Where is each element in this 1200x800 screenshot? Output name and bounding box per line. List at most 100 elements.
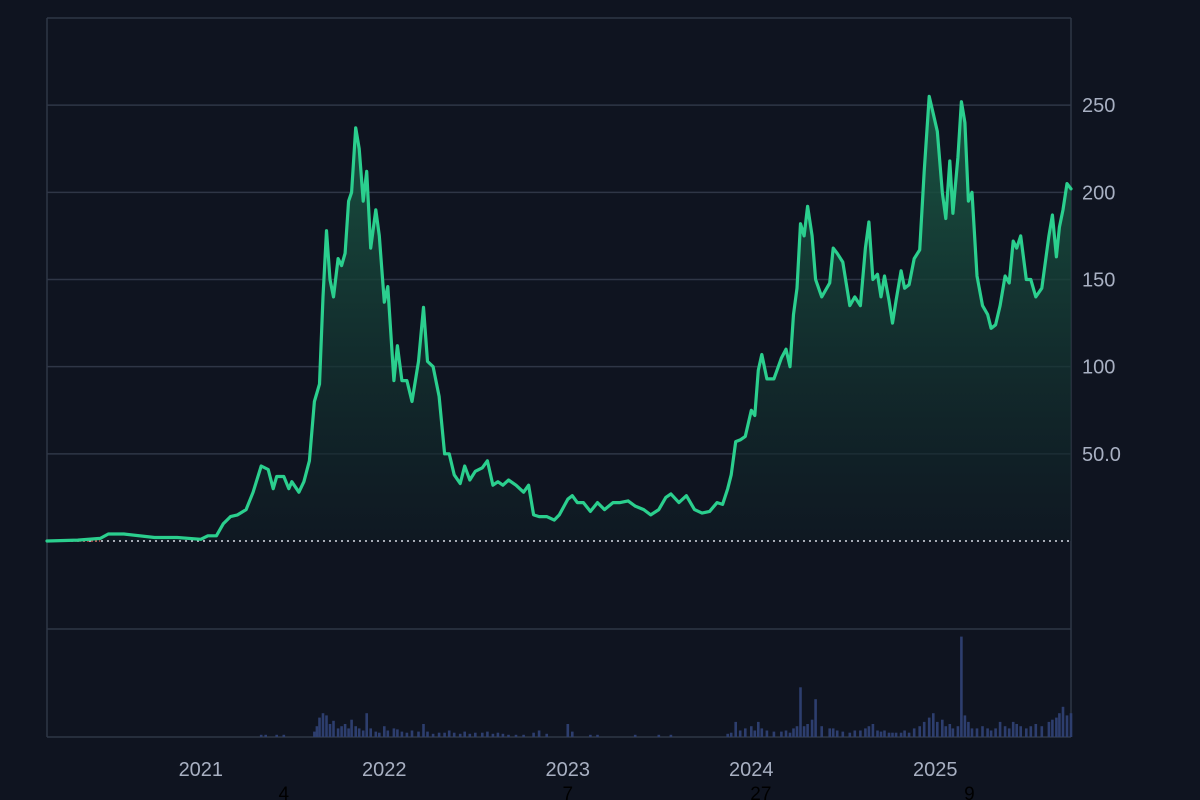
volume-bar [1065,715,1069,737]
volume-bar [357,728,361,737]
volume-bar [313,731,316,737]
volume-bar [799,687,802,737]
volume-bar [496,732,500,737]
volume-bar [443,732,446,737]
volume-bar [1069,713,1073,737]
volume-bar [795,726,799,737]
volume-bar [989,730,993,737]
volume-bar [458,733,462,737]
volume-bar [912,728,916,737]
volume-bar [392,728,396,737]
volume-bar [1061,706,1065,737]
volume-bar [275,734,278,737]
volume-bar [1034,724,1038,737]
volume-bar [410,730,414,737]
volume-bar [486,731,489,737]
volume-bar [354,726,357,737]
volume-bar [537,730,541,737]
volume-bar [501,733,505,737]
volume-bar [772,731,776,737]
volume-bar [325,715,328,737]
volume-bar [405,732,409,737]
volume-bar [738,730,742,737]
volume-bar [835,730,839,737]
volume-bar [903,730,906,737]
volume-bar [760,728,764,737]
volume-bar [780,731,783,737]
volume-bar [347,728,350,737]
volume-bar [932,713,935,737]
volume-bar [374,731,378,737]
volume-bar [899,732,903,737]
volume-bar [1019,726,1022,737]
y-tick-label: 50.0 [1082,444,1121,466]
volume-bar [350,719,353,737]
volume-bar [400,731,404,737]
volume-bar [941,719,944,737]
volume-bar [784,730,788,737]
volume-bar [315,726,319,737]
volume-bar [1051,719,1054,737]
volume-bar [545,733,548,737]
volume-bar [750,726,753,737]
volume-bar [831,728,835,737]
y-tick-label: 100 [1082,357,1115,379]
volume-bar [975,728,979,737]
volume-bar [571,731,574,737]
volume-bar [507,734,510,737]
volume-bar [820,726,823,737]
volume-bar [765,730,769,737]
series-line [45,94,1073,543]
x-tick-label: 2025 [913,759,958,781]
volume-bar [1003,726,1007,737]
volume-bar [907,732,911,737]
volume-bar [981,726,984,737]
volume-bar [753,730,757,737]
volume-bar [876,730,879,737]
volume-bar [841,731,845,737]
volume-bar [361,730,365,737]
volume-bar [986,728,989,737]
volume-bar [757,721,760,737]
volume-bar [259,734,263,737]
volume-bar [951,728,955,737]
volume-bar [792,728,795,737]
volume-bar [918,726,921,737]
volume-bar [887,732,891,737]
volume-bar [814,699,817,737]
volume-bar [867,726,871,737]
volume-bar [468,733,472,737]
volume-bar [422,724,425,737]
volume-bar [970,728,974,737]
volume-bar [657,734,661,737]
volume-bar [948,724,952,737]
volume-marker-label: 4 [278,784,289,800]
volume-bar [1025,728,1028,737]
volume-bar [806,724,809,737]
volume-bar [481,732,484,737]
volume-bar [514,734,518,737]
volume-bar [532,732,535,737]
volume-bar [282,734,286,737]
volume-bar [340,726,343,737]
volume-bar [729,732,733,737]
volume-bar [864,728,867,737]
volume-bar [998,721,1002,737]
volume-bar [332,720,335,737]
volume-bar [1055,717,1058,737]
volume-bar [994,728,997,737]
x-tick-label: 2024 [729,759,774,781]
volume-bar [871,724,875,737]
volume-bar [336,728,340,737]
volume-bar [1007,728,1011,737]
volume-bar [956,726,960,737]
volume-bar [264,734,267,737]
volume-bar [321,713,325,737]
volume-bar [431,733,435,737]
volume-bar [726,733,729,737]
volume-bar [848,732,852,737]
volume-bar [788,732,792,737]
volume-bar [879,731,883,737]
